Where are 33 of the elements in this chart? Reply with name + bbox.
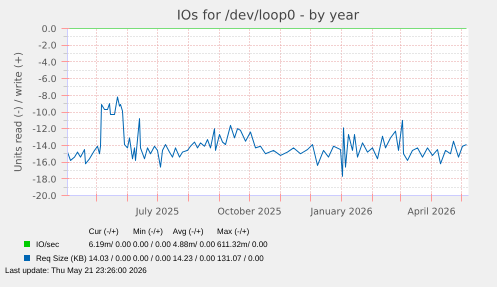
x-tick-label: January 2026 bbox=[309, 206, 373, 218]
text: 14.03 / 0.00 bbox=[88, 252, 132, 265]
y-tick-label: -10.0 bbox=[32, 108, 57, 118]
y-tick-label: -8.0 bbox=[38, 90, 57, 102]
text: 6.19m/ 0.00 bbox=[88, 239, 132, 252]
text: 0.00 / 0.00 bbox=[132, 239, 172, 252]
y-tick-label: -16.0 bbox=[32, 158, 57, 169]
text: 131.07 / 0.00 bbox=[216, 252, 265, 265]
y-axis-title: Units read (-) / write (+) bbox=[13, 52, 24, 172]
x-tick-label: October 2025 bbox=[217, 206, 282, 218]
legend-label: Req Size (KB) bbox=[35, 252, 88, 265]
text: Avg (-/+) bbox=[172, 226, 205, 238]
text: 14.23 / 0.00 bbox=[172, 252, 216, 265]
line-series bbox=[68, 96, 467, 177]
y-tick-label: -20.0 bbox=[32, 191, 57, 202]
y-tick-label: -2.0 bbox=[38, 40, 57, 52]
y-tick-label: -14.0 bbox=[32, 140, 57, 152]
x-tick-label: July 2025 bbox=[134, 206, 180, 218]
text: Max (-/+) bbox=[216, 226, 250, 238]
text: Min (-/+) bbox=[132, 226, 164, 238]
text: Last update: Thu May 21 23:26:00 2026 bbox=[5, 265, 148, 277]
x-tick-label: April 2026 bbox=[407, 206, 456, 218]
y-tick-label: -6.0 bbox=[38, 74, 57, 86]
y-tick-label: -18.0 bbox=[32, 174, 57, 186]
y-tick-label: -4.0 bbox=[38, 57, 57, 68]
text: 611.32m/ 0.00 bbox=[216, 239, 269, 252]
text: 0.00 / 0.00 bbox=[132, 252, 172, 265]
text: Cur (-/+) bbox=[88, 226, 120, 238]
chart-title: IOs for /dev/loop0 - by year bbox=[176, 8, 360, 24]
y-tick-label: -12.0 bbox=[32, 124, 57, 136]
legend-label: IO/sec bbox=[35, 239, 60, 252]
text: 4.88m/ 0.00 bbox=[172, 239, 216, 252]
y-tick-label: 0.0 bbox=[42, 24, 57, 35]
